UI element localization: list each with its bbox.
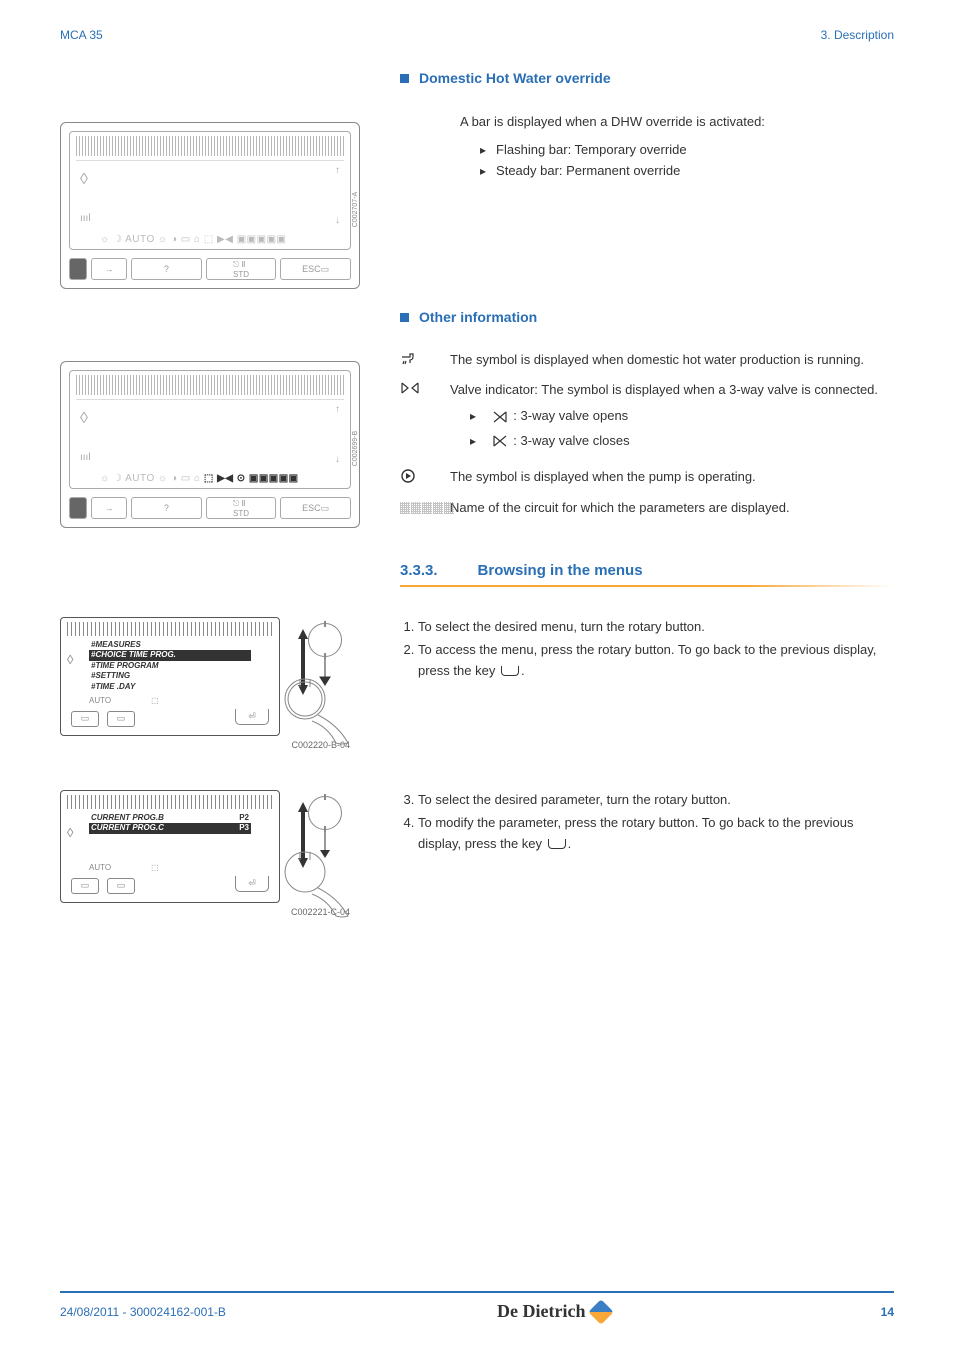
menu-line: #SETTING: [89, 671, 251, 681]
step-item: To select the desired parameter, turn th…: [418, 790, 894, 811]
menu-line: CURRENT PROG.C P3: [89, 823, 251, 833]
brand-diamond-icon: [588, 1299, 613, 1324]
arrow-down-icon: ↓: [335, 454, 340, 465]
lcd-panel-dhw: ◊ ıııl ↑ ↓ ☼ ☽ AUTO ☼ ◑ ▭ ⌂ ⬚ ▶◀ ▣▣▣▣▣ →…: [60, 122, 360, 289]
list-item: Flashing bar: Temporary override: [480, 142, 894, 157]
brand-logo: De Dietrich: [497, 1301, 609, 1322]
brand-text: De Dietrich: [497, 1301, 585, 1322]
menu-button: ▭: [107, 878, 135, 894]
panel-help-button: ?: [131, 258, 202, 280]
orange-rule: [400, 585, 894, 587]
list-item: Steady bar: Permanent override: [480, 163, 894, 178]
panel-esc-button: ESC ▭: [280, 497, 351, 519]
pump-icon: [400, 468, 450, 487]
menu-button: ▭: [71, 711, 99, 727]
steps-list-1: To select the desired menu, turn the rot…: [400, 617, 894, 681]
menu-line: #MEASURES: [89, 640, 251, 650]
square-bullet-icon: [400, 313, 409, 322]
rotary-knob-icon: [308, 796, 342, 830]
step-item: To access the menu, press the rotary but…: [418, 640, 894, 682]
lcd-panel-other: ◊ ıııl ↑ ↓ ☼ ☽ AUTO ☼ ◑ ▭ ⌂ ⬚ ▶◀ ⊙ ▣▣▣▣▣…: [60, 361, 360, 528]
esc-key-icon: [548, 839, 566, 849]
menu-line: #TIME PROGRAM: [89, 661, 251, 671]
dhw-intro: A bar is displayed when a DHW override i…: [400, 112, 894, 132]
page-header: MCA 35 3. Description: [0, 0, 954, 50]
lcd-ruler: [76, 375, 344, 395]
menu-line: CURRENT PROG.B P2: [89, 813, 251, 823]
panel-arrow-button: →: [91, 497, 127, 519]
figure-ref: C002707-A: [352, 191, 359, 226]
bulb-icon: ◊: [80, 410, 88, 428]
faucet-icon: ⬚: [151, 863, 159, 872]
section-other-title: Other information: [400, 309, 894, 325]
rotary-knob-icon: [308, 623, 342, 657]
panel-side-button: [69, 497, 87, 519]
section-dhw-title: Domestic Hot Water override: [400, 70, 894, 86]
panel-arrow-button: →: [91, 258, 127, 280]
faucet-icon: ⬚: [151, 696, 159, 705]
steps-list-2: To select the desired parameter, turn th…: [400, 790, 894, 854]
figure-ref: C002699-B: [352, 430, 359, 465]
menu-button: ▭: [71, 878, 99, 894]
menu-figure-1: ◊ #MEASURES #CHOICE TIME PROG. #TIME PRO…: [60, 617, 370, 750]
lcd-status-row: ☼ ☽ AUTO ☼ ◑ ▭ ⌂ ⬚ ▶◀ ⊙ ▣▣▣▣▣: [70, 473, 350, 488]
step-item: To select the desired menu, turn the rot…: [418, 617, 894, 638]
info-table: The symbol is displayed when domestic ho…: [400, 351, 894, 517]
bulb-icon: ◊: [67, 825, 73, 840]
faucet-icon: [400, 351, 450, 369]
menu-button: ▭: [107, 711, 135, 727]
hand-icon: [290, 860, 360, 910]
signal-icon: ıııl: [80, 213, 91, 224]
esc-key-icon: ⏎: [235, 709, 269, 725]
panel-side-button: [69, 258, 87, 280]
info-row-text: The symbol is displayed when the pump is…: [450, 468, 894, 487]
circuit-name-icon: [400, 499, 450, 517]
lcd-status-row: ☼ ☽ AUTO ☼ ◑ ▭ ⌂ ⬚ ▶◀ ▣▣▣▣▣: [70, 234, 350, 249]
menu-under-label: AUTO: [89, 696, 111, 705]
dhw-bullets: Flashing bar: Temporary override Steady …: [400, 142, 894, 178]
section-number: 3.3.3.: [400, 562, 438, 579]
bulb-icon: ◊: [67, 652, 73, 667]
menu-line: #CHOICE TIME PROG.: [89, 650, 251, 660]
step-item: To modify the parameter, press the rotar…: [418, 813, 894, 855]
valve-icon: [400, 381, 450, 456]
arrow-up-icon: ↑: [335, 404, 340, 415]
page-footer: 24/08/2011 - 300024162-001-B De Dietrich…: [60, 1291, 894, 1322]
list-item: : 3-way valve opens: [470, 407, 894, 425]
panel-esc-button: ESC ▭: [280, 258, 351, 280]
signal-icon: ıııl: [80, 452, 91, 463]
page-number: 14: [881, 1305, 894, 1319]
panel-std-button: ⎋ ⅡSTD: [206, 497, 277, 519]
esc-key-icon: ⏎: [235, 876, 269, 892]
doc-section: 3. Description: [821, 28, 894, 42]
list-item: : 3-way valve closes: [470, 432, 894, 450]
info-row-text: The symbol is displayed when domestic ho…: [450, 351, 894, 369]
doc-model: MCA 35: [60, 28, 103, 42]
menu-line: #TIME .DAY: [89, 682, 251, 692]
section-other-title-text: Other information: [419, 309, 537, 325]
esc-key-icon: [501, 666, 519, 676]
menu-figure-2: ◊ CURRENT PROG.B P2 CURRENT PROG.C P3 AU…: [60, 790, 370, 917]
section-title-text: Browsing in the menus: [478, 562, 643, 579]
lcd-ruler: [76, 136, 344, 156]
section-dhw-title-text: Domestic Hot Water override: [419, 70, 611, 86]
square-bullet-icon: [400, 74, 409, 83]
panel-std-button: ⎋ ⅡSTD: [206, 258, 277, 280]
arrow-up-icon: ↑: [335, 165, 340, 176]
footer-date-ref: 24/08/2011 - 300024162-001-B: [60, 1305, 226, 1319]
panel-help-button: ?: [131, 497, 202, 519]
section-menus-title: 3.3.3. Browsing in the menus: [400, 562, 894, 579]
menu-under-label: AUTO: [89, 863, 111, 872]
bulb-icon: ◊: [80, 171, 88, 189]
info-row-text: Valve indicator: The symbol is displayed…: [450, 381, 894, 456]
arrow-down-icon: ↓: [335, 215, 340, 226]
hand-icon: [290, 687, 360, 737]
info-row-text: Name of the circuit for which the parame…: [450, 499, 894, 517]
